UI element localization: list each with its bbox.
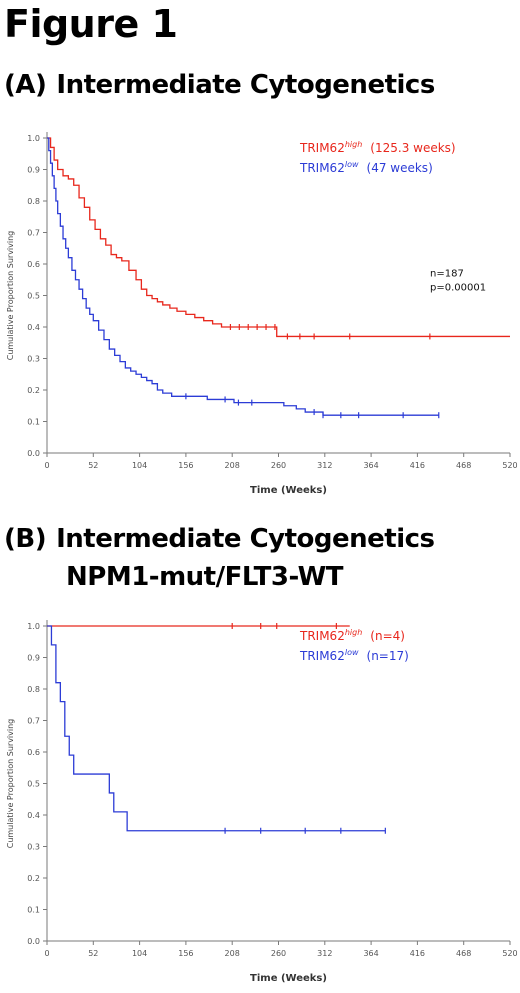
x-tick-label: 312 — [317, 461, 332, 470]
panel-a-title-text: Intermediate Cytogenetics — [56, 70, 435, 100]
y-tick-label: 0.9 — [27, 654, 40, 663]
y-tick-label: 0.5 — [27, 292, 40, 301]
x-tick-label: 156 — [178, 949, 193, 958]
x-tick-label: 416 — [410, 949, 425, 958]
y-tick-label: 0.4 — [27, 811, 40, 820]
y-tick-label: 0.5 — [27, 780, 40, 789]
x-tick-label: 364 — [363, 461, 378, 470]
y-tick-label: 0.3 — [27, 355, 40, 364]
panel-b-title-text: Intermediate Cytogenetics — [56, 524, 435, 554]
x-tick-label: 520 — [502, 949, 517, 958]
x-tick-label: 52 — [88, 461, 98, 470]
y-tick-label: 0.6 — [27, 748, 40, 757]
x-tick-label: 260 — [271, 461, 286, 470]
legend-entry-low: TRIM62low (n=17) — [299, 648, 409, 663]
x-tick-label: 0 — [44, 949, 49, 958]
y-tick-label: 1.0 — [27, 622, 40, 631]
y-axis-label: Cumulative Proportion Surviving — [6, 231, 15, 361]
x-tick-label: 208 — [225, 949, 240, 958]
figure-title: Figure 1 — [4, 2, 178, 46]
x-axis-label: Time (Weeks) — [250, 973, 327, 984]
y-tick-label: 0.4 — [27, 323, 40, 332]
x-axis-label: Time (Weeks) — [250, 485, 327, 496]
y-tick-label: 0.7 — [27, 229, 40, 238]
series-line-low — [47, 625, 386, 832]
y-tick-label: 0.1 — [27, 418, 40, 427]
legend-entry-high: TRIM62high (125.3 weeks) — [299, 140, 456, 155]
y-axis-label: Cumulative Proportion Surviving — [6, 719, 15, 849]
series-line-high — [47, 137, 510, 338]
stat-annotation: p=0.00001 — [430, 283, 486, 294]
x-tick-label: 364 — [363, 949, 378, 958]
stat-annotation: n=187 — [430, 269, 464, 280]
y-tick-label: 0.0 — [27, 937, 40, 946]
x-tick-label: 416 — [410, 461, 425, 470]
x-tick-label: 468 — [456, 461, 471, 470]
y-tick-label: 0.8 — [27, 197, 40, 206]
x-tick-label: 208 — [225, 461, 240, 470]
x-tick-label: 156 — [178, 461, 193, 470]
legend-entry-low: TRIM62low (47 weeks) — [299, 160, 433, 175]
x-tick-label: 52 — [88, 949, 98, 958]
panel-b-title: (B) Intermediate Cytogenetics NPM1-mut/FL… — [4, 520, 435, 596]
x-tick-label: 0 — [44, 461, 49, 470]
y-tick-label: 0.1 — [27, 906, 40, 915]
y-tick-label: 0.8 — [27, 685, 40, 694]
survival-chart-a: 0.0 0.1 0.2 0.3 0.4 0.5 0.6 0.7 0.8 0.9 1.0 0 52 104 1… — [6, 132, 518, 496]
x-tick-label: 468 — [456, 949, 471, 958]
x-tick-label: 104 — [132, 461, 147, 470]
y-tick-label: 0.9 — [27, 166, 40, 175]
y-tick-label: 0.6 — [27, 260, 40, 269]
legend-entry-high: TRIM62high (n=4) — [299, 628, 405, 643]
panel-b-label: (B) — [4, 524, 47, 554]
y-tick-label: 0.2 — [27, 874, 40, 883]
y-tick-label: 0.2 — [27, 386, 40, 395]
panel-b-subtitle: NPM1-mut/FLT3-WT — [66, 562, 343, 592]
series-line-low — [47, 137, 439, 416]
survival-chart-b: 0.0 0.1 0.2 0.3 0.4 0.5 0.6 0.7 0.8 0.9 1.0 0 52 104 1… — [6, 620, 518, 984]
y-tick-label: 0.3 — [27, 843, 40, 852]
x-tick-label: 104 — [132, 949, 147, 958]
panel-a-title: (A) Intermediate Cytogenetics — [4, 66, 435, 104]
panel-a-label: (A) — [4, 70, 47, 100]
y-tick-label: 0.7 — [27, 717, 40, 726]
x-tick-label: 260 — [271, 949, 286, 958]
y-tick-label: 0.0 — [27, 449, 40, 458]
y-tick-label: 1.0 — [27, 134, 40, 143]
x-tick-label: 312 — [317, 949, 332, 958]
x-tick-label: 520 — [502, 461, 517, 470]
